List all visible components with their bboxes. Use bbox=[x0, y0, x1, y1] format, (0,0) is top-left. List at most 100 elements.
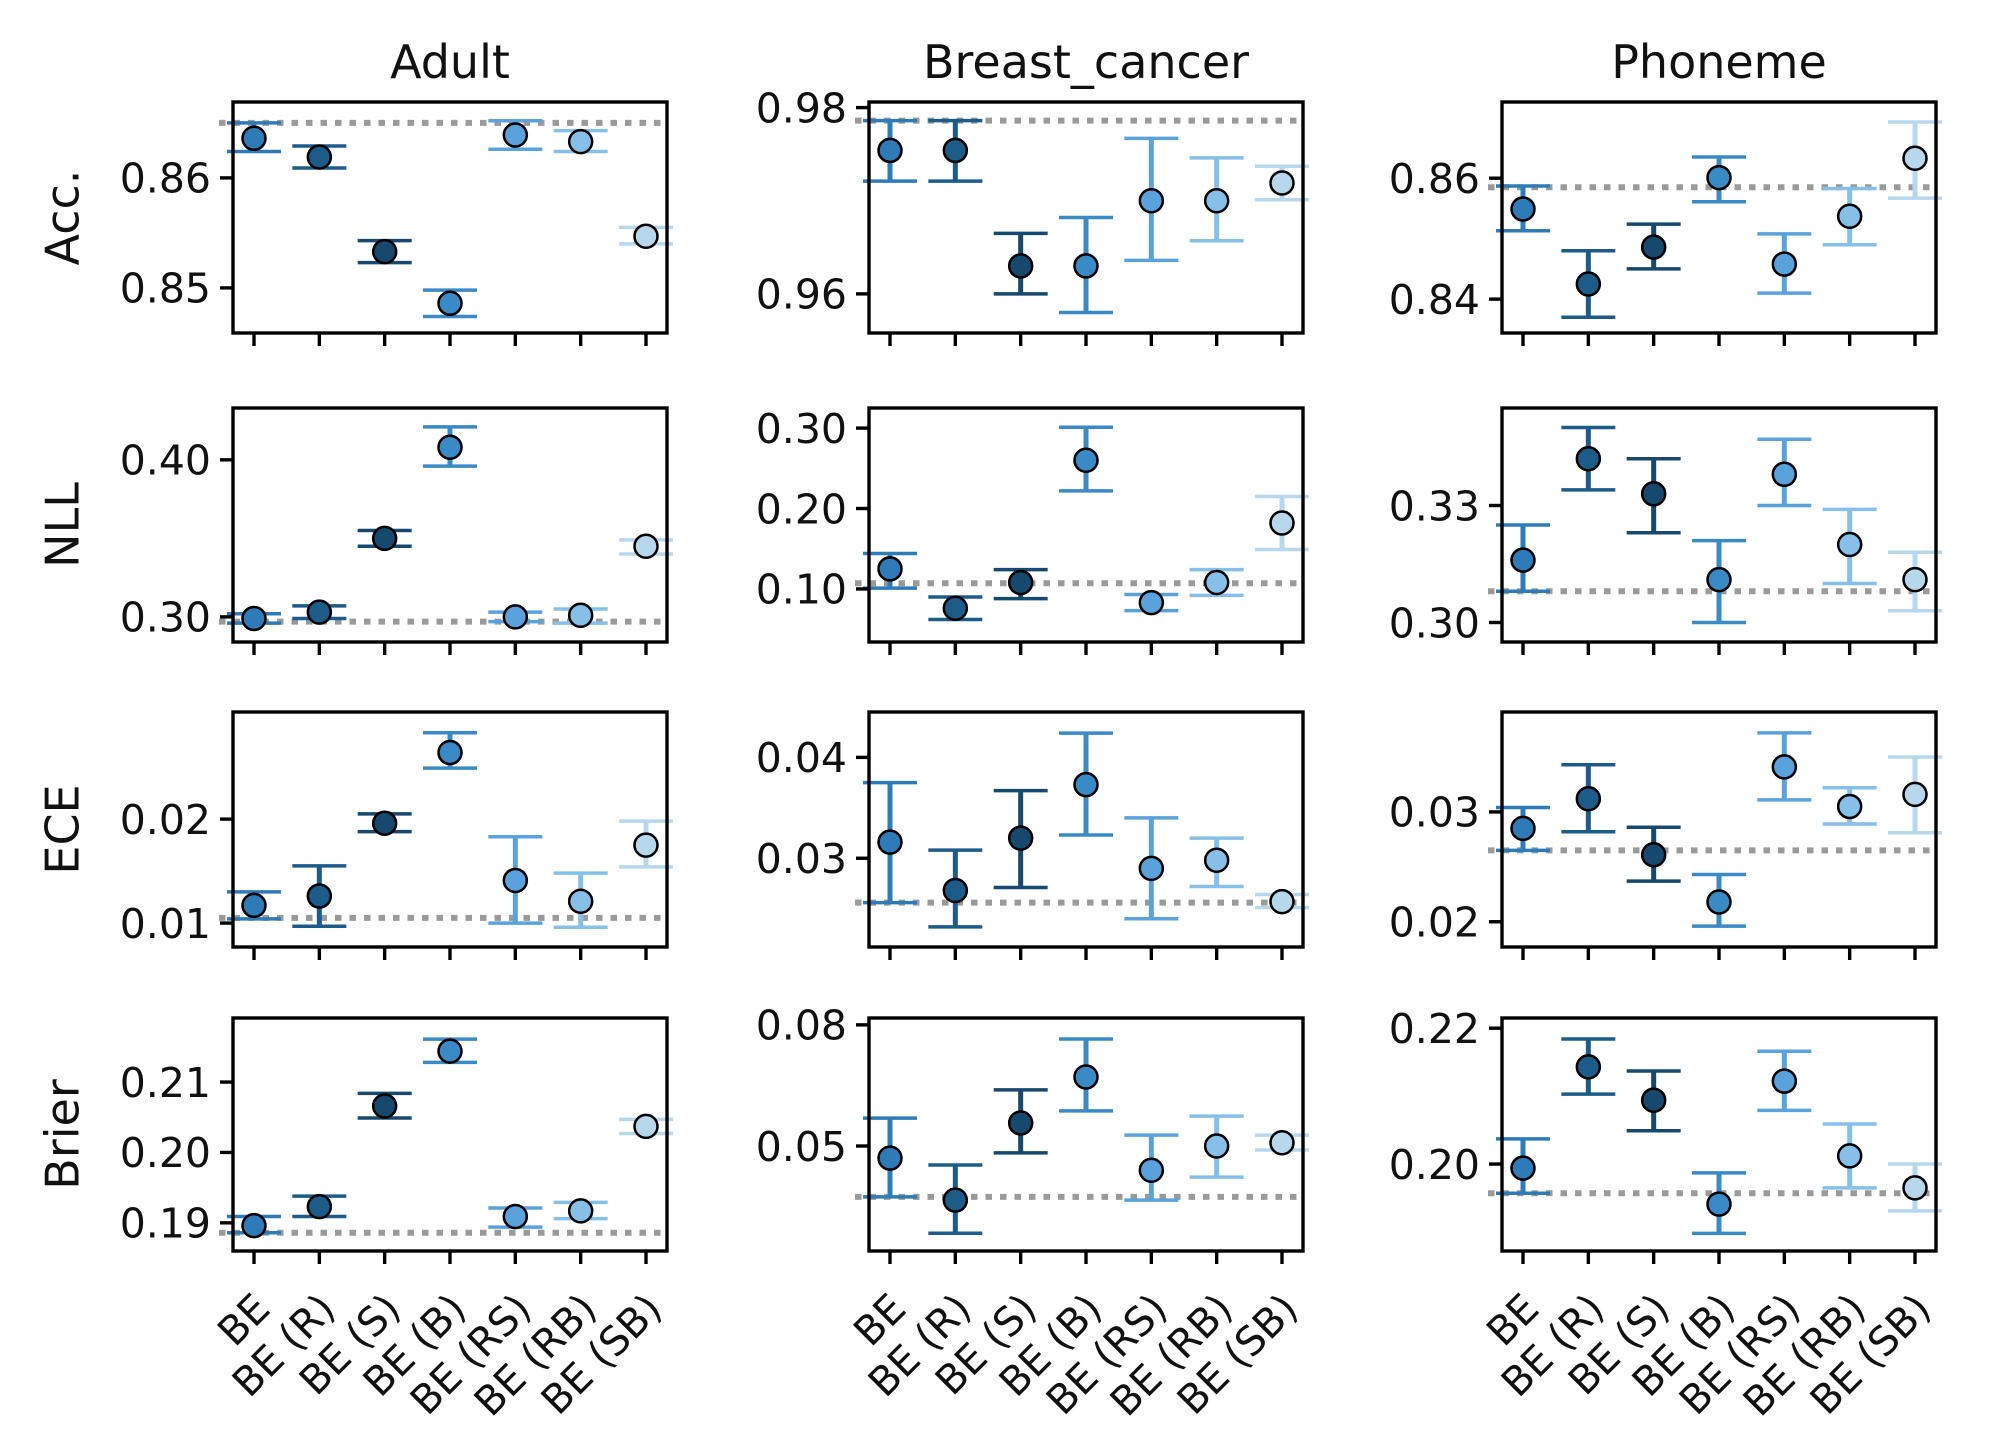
data-point-BE (SB) bbox=[1902, 566, 1928, 593]
y-tick-label: 0.85 bbox=[120, 265, 211, 313]
y-tick-label: 0.40 bbox=[120, 437, 211, 485]
subplot-Adult-NLL: 0.40 0.30 NLL bbox=[36, 406, 673, 655]
data-point-BE (RB) bbox=[1203, 1133, 1230, 1159]
data-point-BE (B) bbox=[1073, 771, 1099, 798]
data-point-BE (SB) bbox=[1269, 510, 1295, 536]
data-point-BE (SB) bbox=[1902, 145, 1928, 171]
data-point-BE (B) bbox=[1706, 566, 1732, 593]
column-title-Phoneme: Phoneme bbox=[1611, 35, 1827, 89]
data-point-BE (B) bbox=[1706, 164, 1732, 191]
data-point-BE (RS) bbox=[1138, 187, 1165, 214]
data-point-BE (RB) bbox=[1203, 847, 1230, 874]
data-point-BE bbox=[241, 892, 267, 919]
data-point-BE (R) bbox=[942, 1187, 969, 1213]
data-point-BE (RB) bbox=[567, 602, 594, 629]
y-tick-label: 0.05 bbox=[756, 1123, 847, 1171]
data-point-BE (RS) bbox=[502, 122, 529, 148]
axes-box bbox=[1500, 710, 1938, 949]
subplot-Breast_cancer-Acc: 0.98 0.96 Breast_cancer bbox=[756, 35, 1309, 346]
data-point-BE (SB) bbox=[633, 533, 659, 559]
data-point-BE (RS) bbox=[1138, 589, 1165, 616]
data-point-BE (B) bbox=[1073, 447, 1099, 474]
data-point-BE (S) bbox=[1640, 234, 1667, 260]
y-tick-label: 0.20 bbox=[756, 485, 847, 533]
data-point-BE bbox=[877, 829, 903, 855]
row-label-ECE: ECE bbox=[36, 784, 90, 874]
y-tick-label: 0.01 bbox=[120, 900, 211, 948]
y-tick-label: 0.08 bbox=[756, 1002, 847, 1050]
data-point-BE (RS) bbox=[502, 604, 529, 630]
data-point-BE (R) bbox=[942, 595, 969, 621]
y-tick-label: 0.86 bbox=[1389, 155, 1480, 203]
data-point-BE (B) bbox=[437, 1038, 463, 1064]
data-point-BE (S) bbox=[1007, 825, 1034, 851]
data-point-BE bbox=[1510, 1155, 1536, 1181]
y-tick-label: 0.20 bbox=[120, 1129, 211, 1177]
data-point-BE (R) bbox=[306, 599, 333, 625]
data-point-BE (S) bbox=[371, 525, 398, 552]
data-point-BE (SB) bbox=[1902, 781, 1928, 808]
subplot-Breast_cancer-NLL: 0.30 0.20 0.10 bbox=[756, 405, 1309, 655]
data-point-BE bbox=[1510, 547, 1536, 573]
y-tick-label: 0.22 bbox=[1389, 1005, 1480, 1053]
axes-box bbox=[231, 710, 669, 949]
axes-box bbox=[867, 406, 1305, 644]
data-point-BE (RB) bbox=[1836, 1143, 1863, 1169]
data-point-BE (S) bbox=[371, 810, 398, 837]
data-point-BE (S) bbox=[1007, 253, 1034, 279]
y-tick-label: 0.30 bbox=[756, 405, 847, 453]
axes-box bbox=[1500, 1016, 1938, 1253]
data-point-BE bbox=[241, 125, 267, 152]
data-point-BE (RS) bbox=[1771, 461, 1798, 488]
subplot-Phoneme-ECE: 0.03 0.02 bbox=[1389, 710, 1942, 960]
data-point-BE (B) bbox=[437, 739, 463, 766]
data-point-BE (SB) bbox=[1269, 1130, 1295, 1156]
axes-box bbox=[1500, 406, 1938, 644]
data-point-BE (SB) bbox=[633, 832, 659, 858]
data-point-BE (SB) bbox=[633, 1113, 659, 1140]
data-point-BE (R) bbox=[1575, 445, 1602, 472]
row-label-NLL: NLL bbox=[36, 482, 90, 568]
axes-box bbox=[231, 406, 669, 644]
data-point-BE (S) bbox=[1640, 1087, 1667, 1113]
y-tick-label: 0.19 bbox=[120, 1200, 211, 1248]
data-point-BE (SB) bbox=[1269, 888, 1295, 915]
data-point-BE (RS) bbox=[1771, 754, 1798, 780]
axes-box bbox=[867, 1016, 1305, 1253]
y-tick-label: 0.03 bbox=[756, 835, 847, 883]
data-point-BE (S) bbox=[371, 1093, 398, 1119]
data-point-BE (RB) bbox=[1203, 187, 1230, 214]
axes-box bbox=[231, 100, 669, 335]
data-point-BE (RS) bbox=[1138, 1157, 1165, 1183]
row-label-Brier: Brier bbox=[36, 1079, 90, 1190]
data-point-BE bbox=[877, 1145, 903, 1171]
data-point-BE (RB) bbox=[1836, 203, 1863, 230]
data-point-BE (S) bbox=[371, 238, 398, 265]
axes-box bbox=[1500, 100, 1938, 335]
data-point-BE bbox=[241, 605, 267, 632]
data-point-BE (SB) bbox=[1269, 170, 1295, 196]
data-point-BE (RB) bbox=[567, 1198, 594, 1224]
data-point-BE (B) bbox=[1073, 1064, 1099, 1090]
y-tick-label: 0.86 bbox=[120, 155, 211, 203]
data-point-BE (S) bbox=[1007, 569, 1034, 596]
data-point-BE bbox=[1510, 815, 1536, 842]
subplot-Breast_cancer-ECE: 0.04 0.03 bbox=[756, 710, 1309, 960]
y-tick-label: 0.04 bbox=[756, 734, 847, 782]
data-point-BE (RS) bbox=[502, 1203, 529, 1230]
y-tick-label: 0.98 bbox=[756, 84, 847, 132]
data-point-BE (R) bbox=[306, 1193, 333, 1220]
data-point-BE (B) bbox=[1706, 1191, 1732, 1217]
data-point-BE bbox=[877, 556, 903, 582]
data-point-BE (RS) bbox=[502, 867, 529, 894]
data-point-BE bbox=[241, 1212, 267, 1239]
y-tick-label: 0.02 bbox=[1389, 899, 1480, 947]
data-point-BE (R) bbox=[1575, 786, 1602, 812]
subplot-Adult-Acc: 0.86 0.85 Adult Acc. bbox=[36, 35, 673, 346]
data-point-BE (RS) bbox=[1771, 1068, 1798, 1094]
y-tick-label: 0.20 bbox=[1389, 1141, 1480, 1189]
y-tick-label: 0.96 bbox=[756, 271, 847, 319]
axes-box bbox=[867, 710, 1305, 949]
